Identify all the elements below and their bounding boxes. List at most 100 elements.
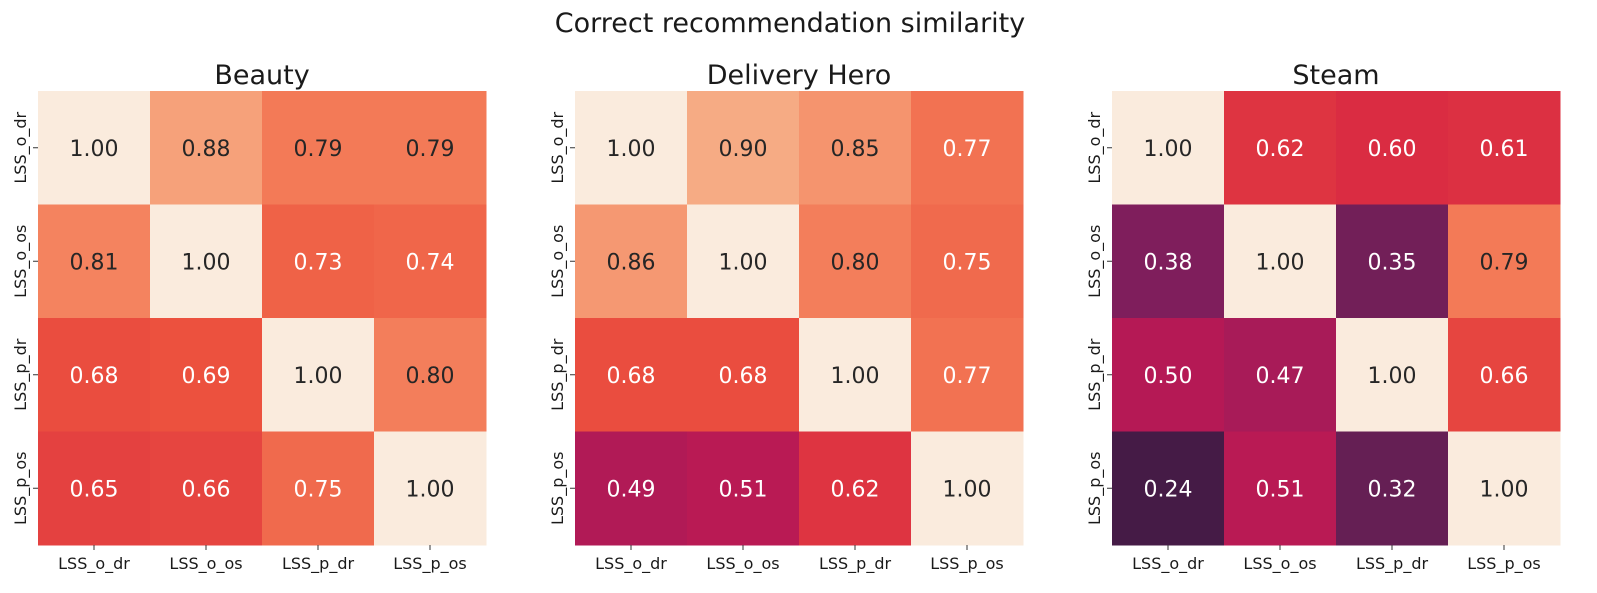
heatmap-cell <box>1112 318 1225 432</box>
cell-value-label: 1.00 <box>1368 364 1417 389</box>
x-tick-label: LSS_o_dr <box>58 554 130 574</box>
cell-value-label: 0.50 <box>1144 364 1193 389</box>
cell-value-label: 1.00 <box>1144 137 1193 162</box>
cell-value-label: 0.90 <box>719 137 768 162</box>
cell-value-label: 0.69 <box>182 364 231 389</box>
x-tick-label: LSS_o_os <box>1243 554 1316 574</box>
panel-title: Steam <box>1292 60 1379 91</box>
x-tick-label: LSS_p_os <box>393 554 467 574</box>
cell-value-label: 0.86 <box>607 250 656 275</box>
cell-value-label: 0.68 <box>719 364 768 389</box>
heatmap-cell <box>38 91 151 205</box>
cell-value-label: 0.49 <box>607 477 656 502</box>
cell-value-label: 1.00 <box>70 137 119 162</box>
heatmap-cell <box>374 204 487 319</box>
heatmap-cell <box>150 431 263 546</box>
cell-value-label: 0.79 <box>1480 250 1529 275</box>
cell-value-label: 0.79 <box>406 137 455 162</box>
heatmap-cell <box>575 91 688 205</box>
panel-title: Delivery Hero <box>707 60 892 91</box>
cell-value-label: 0.32 <box>1368 477 1417 502</box>
x-tick-label: LSS_p_dr <box>819 554 892 574</box>
cell-value-label: 0.75 <box>294 477 343 502</box>
heatmap-cell <box>262 431 375 546</box>
cell-value-label: 0.51 <box>719 477 768 502</box>
heatmap-cell <box>799 91 912 205</box>
heatmap-cell <box>1448 318 1561 432</box>
cell-value-label: 0.51 <box>1256 477 1305 502</box>
heatmap-cell <box>1336 91 1449 205</box>
heatmap-cell <box>575 318 688 432</box>
heatmap-cell <box>1224 318 1337 432</box>
heatmap-cell <box>1448 204 1561 319</box>
heatmap-cell <box>150 318 263 432</box>
x-tick-label: LSS_p_dr <box>282 554 355 574</box>
heatmap-cell <box>1224 91 1337 205</box>
cell-value-label: 0.38 <box>1144 250 1193 275</box>
y-tick-label: LSS_p_os <box>11 451 31 525</box>
heatmap-cell <box>262 318 375 432</box>
cell-value-label: 1.00 <box>831 364 880 389</box>
heatmap-cell <box>1448 91 1561 205</box>
heatmap-cell <box>575 431 688 546</box>
heatmap-cell <box>799 431 912 546</box>
x-tick-label: LSS_o_os <box>706 554 779 574</box>
y-tick-label: LSS_p_os <box>548 451 568 525</box>
heatmap-panel: Beauty 1.00 0.88 0.79 0.79 0.81 1.00 0.73 0.74 0.… <box>11 60 487 574</box>
heatmap-cell <box>150 91 263 205</box>
cell-value-label: 0.79 <box>294 137 343 162</box>
cell-value-label: 0.68 <box>70 364 119 389</box>
heatmap-cell <box>38 318 151 432</box>
cell-value-label: 1.00 <box>182 250 231 275</box>
cell-value-label: 0.73 <box>294 250 343 275</box>
heatmap-cell <box>374 91 487 205</box>
cell-value-label: 0.66 <box>182 477 231 502</box>
heatmap-cell <box>1336 431 1449 546</box>
heatmap-cell <box>38 204 151 319</box>
heatmap-cell <box>687 91 800 205</box>
cell-value-label: 0.81 <box>70 250 119 275</box>
cell-value-label: 0.65 <box>70 477 119 502</box>
heatmap-cell <box>911 91 1024 205</box>
cell-value-label: 0.35 <box>1368 250 1417 275</box>
x-tick-label: LSS_p_dr <box>1356 554 1429 574</box>
heatmap-cell <box>575 204 688 319</box>
x-tick-label: LSS_o_os <box>169 554 242 574</box>
heatmap-cell <box>374 318 487 432</box>
heatmap-cell <box>150 204 263 319</box>
cell-value-label: 0.62 <box>831 477 880 502</box>
y-tick-label: LSS_o_os <box>1085 225 1105 298</box>
cell-value-label: 0.85 <box>831 137 880 162</box>
x-tick-label: LSS_p_os <box>1467 554 1541 574</box>
cell-value-label: 1.00 <box>1480 477 1529 502</box>
heatmap-cell <box>1224 431 1337 546</box>
heatmap-cell <box>687 318 800 432</box>
heatmap-cell <box>1224 204 1337 319</box>
heatmap-panel: Steam 1.00 0.62 0.60 0.61 0.38 1.00 0.35 0.79 0.5… <box>1085 60 1561 574</box>
y-tick-label: LSS_p_dr <box>548 338 568 411</box>
heatmap-panel: Delivery Hero 1.00 0.90 0.85 0.77 0.86 1.00 0.8… <box>548 60 1024 574</box>
cell-value-label: 1.00 <box>607 137 656 162</box>
x-tick-label: LSS_o_dr <box>1132 554 1204 574</box>
figure-title: Correct recommendation similarity <box>555 8 1026 39</box>
y-tick-label: LSS_p_dr <box>1085 338 1105 411</box>
panel-title: Beauty <box>214 60 309 91</box>
heatmap-cell <box>1336 204 1449 319</box>
y-tick-label: LSS_p_dr <box>11 338 31 411</box>
heatmap-cell <box>911 204 1024 319</box>
cell-value-label: 1.00 <box>406 477 455 502</box>
heatmap-cell <box>1448 431 1561 546</box>
cell-value-label: 0.77 <box>943 364 992 389</box>
heatmap-cell <box>1336 318 1449 432</box>
cell-value-label: 0.47 <box>1256 364 1305 389</box>
heatmap-cell <box>687 204 800 319</box>
y-tick-label: LSS_o_os <box>11 225 31 298</box>
cell-value-label: 0.77 <box>943 137 992 162</box>
cell-value-label: 0.62 <box>1256 137 1305 162</box>
cell-value-label: 0.60 <box>1368 137 1417 162</box>
cell-value-label: 0.68 <box>607 364 656 389</box>
y-tick-label: LSS_o_dr <box>548 111 568 183</box>
heatmap-cell <box>262 91 375 205</box>
y-tick-label: LSS_o_dr <box>11 111 31 183</box>
y-tick-label: LSS_o_os <box>548 225 568 298</box>
